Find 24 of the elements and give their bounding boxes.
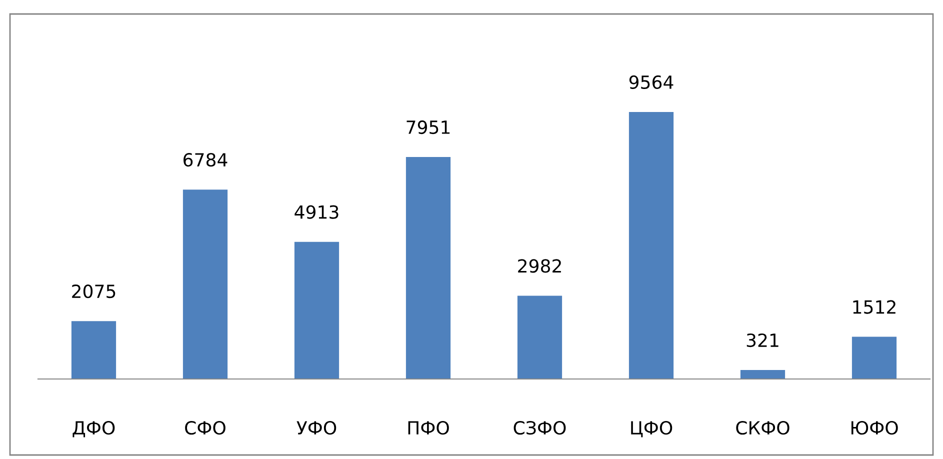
bar xyxy=(294,242,340,379)
x-tick-label: ЦФО xyxy=(631,420,672,438)
bar xyxy=(406,157,451,379)
bar xyxy=(517,296,562,379)
data-label: 6784 xyxy=(184,152,228,167)
data-label: 2075 xyxy=(72,284,116,298)
bar xyxy=(628,112,674,379)
data-label: 321 xyxy=(746,333,778,348)
x-tick-label: УФО xyxy=(296,420,336,435)
data-label: 4913 xyxy=(294,205,338,219)
x-tick-label: СФО xyxy=(185,420,226,435)
x-tick-label: СЗФО xyxy=(514,420,566,435)
bar xyxy=(852,336,897,379)
data-label: 1512 xyxy=(853,300,896,314)
x-tick-label: СКФО xyxy=(736,420,790,435)
data-label: 9564 xyxy=(629,75,674,90)
bar xyxy=(71,321,116,379)
x-tick-label: ДФО xyxy=(72,420,115,438)
data-label: 2982 xyxy=(518,259,561,273)
data-label: 7951 xyxy=(406,120,450,134)
bar xyxy=(182,190,228,379)
x-tick-label: ЮФО xyxy=(851,420,898,435)
x-tick-label: ПФО xyxy=(408,420,449,435)
bar xyxy=(740,370,786,379)
